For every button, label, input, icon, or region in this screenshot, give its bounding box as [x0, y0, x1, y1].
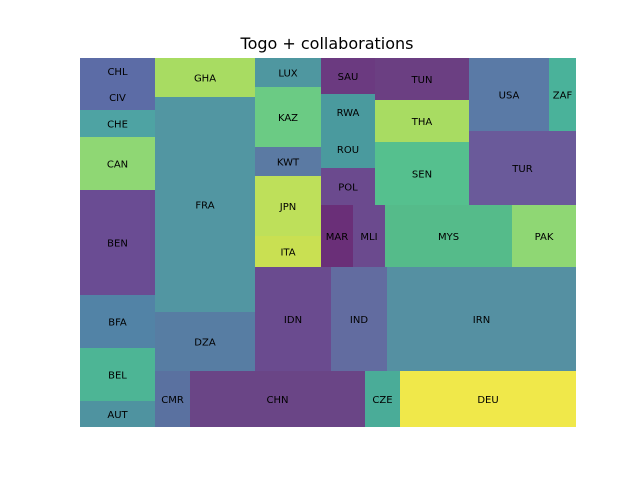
treemap-label-dza: DZA: [194, 338, 216, 349]
treemap-label-tur: TUR: [511, 164, 532, 175]
treemap-cell-cmr: [155, 371, 190, 427]
treemap-cell-mys: [385, 205, 512, 267]
treemap-cell-rou: [321, 130, 375, 168]
treemap-cell-pak: [512, 205, 576, 267]
treemap-label-usa: USA: [499, 91, 520, 102]
treemap-cell-gha: [155, 58, 255, 97]
treemap-label-bel: BEL: [108, 371, 127, 382]
treemap-cell-irn: [387, 267, 576, 371]
treemap-cell-bfa: [80, 295, 155, 348]
treemap-label-pak: PAK: [535, 232, 554, 243]
treemap-cell-idn: [255, 267, 331, 371]
treemap-label-tha: THA: [411, 117, 433, 128]
treemap-cell-deu: [400, 371, 576, 427]
treemap-label-irn: IRN: [473, 315, 490, 326]
treemap-cell-can: [80, 137, 155, 190]
treemap-cell-aut: [80, 401, 155, 427]
treemap-cell-mli: [353, 205, 385, 267]
treemap-label-gha: GHA: [194, 74, 216, 85]
treemap-label-can: CAN: [107, 160, 128, 171]
treemap-label-ben: BEN: [107, 239, 128, 250]
treemap-cell-fra: [155, 97, 255, 312]
treemap-cell-civ: [80, 84, 155, 110]
treemap-label-sau: SAU: [338, 72, 359, 83]
treemap-label-mli: MLI: [360, 232, 377, 243]
treemap-label-chl: CHL: [107, 67, 128, 78]
chart-title: Togo + collaborations: [240, 34, 414, 53]
treemap-label-sen: SEN: [412, 170, 432, 181]
treemap-cell-tha: [375, 100, 469, 142]
treemap-cell-zaf: [549, 58, 576, 131]
treemap-cell-usa: [469, 58, 549, 131]
treemap-label-idn: IDN: [284, 315, 302, 326]
treemap-cell-ind: [331, 267, 387, 371]
treemap-label-ita: ITA: [280, 248, 295, 259]
treemap-label-fra: FRA: [195, 201, 214, 212]
treemap-label-rou: ROU: [337, 145, 359, 156]
treemap-cell-chl: [80, 58, 155, 84]
treemap-label-deu: DEU: [477, 395, 498, 406]
treemap-cell-lux: [255, 58, 321, 87]
treemap-label-ind: IND: [350, 315, 368, 326]
treemap-cell-kwt: [255, 147, 321, 176]
treemap-cell-chn: [190, 371, 365, 427]
treemap-label-aut: AUT: [107, 410, 128, 421]
treemap-label-kaz: KAZ: [278, 113, 298, 124]
treemap-cell-sen: [375, 142, 469, 205]
treemap-label-bfa: BFA: [108, 318, 127, 329]
treemap-cell-pol: [321, 168, 375, 205]
treemap-cell-che: [80, 110, 155, 137]
treemap-cell-ben: [80, 190, 155, 295]
treemap-cell-sau: [321, 58, 375, 94]
treemap-cell-kaz: [255, 87, 321, 147]
treemap-label-zaf: ZAF: [553, 91, 573, 102]
treemap-label-cmr: CMR: [161, 395, 184, 406]
treemap-cell-ita: [255, 236, 321, 267]
treemap-label-lux: LUX: [278, 69, 297, 80]
treemap-label-rwa: RWA: [337, 108, 360, 119]
treemap-cell-jpn: [255, 176, 321, 236]
treemap-cell-bel: [80, 348, 155, 401]
treemap-label-che: CHE: [107, 120, 128, 131]
treemap-cell-cze: [365, 371, 400, 427]
treemap-label-pol: POL: [338, 183, 358, 194]
treemap-label-mar: MAR: [326, 232, 348, 243]
treemap-label-civ: CIV: [109, 93, 126, 104]
treemap-cell-rwa: [321, 94, 375, 130]
treemap-cell-tun: [375, 58, 469, 100]
treemap-label-chn: CHN: [267, 395, 289, 406]
treemap-cell-dza: [155, 312, 255, 371]
treemap-label-mys: MYS: [438, 232, 459, 243]
treemap-label-kwt: KWT: [277, 158, 300, 169]
treemap-label-tun: TUN: [411, 75, 433, 86]
treemap-label-cze: CZE: [372, 395, 392, 406]
treemap-cell-mar: [321, 205, 353, 267]
treemap-cells: CHL CIV CHE CAN BEN BFA BEL AUT GHA FRA DZA CMR LUX K…: [80, 58, 576, 427]
treemap-cell-tur: [469, 131, 576, 205]
treemap-label-jpn: JPN: [279, 202, 296, 213]
